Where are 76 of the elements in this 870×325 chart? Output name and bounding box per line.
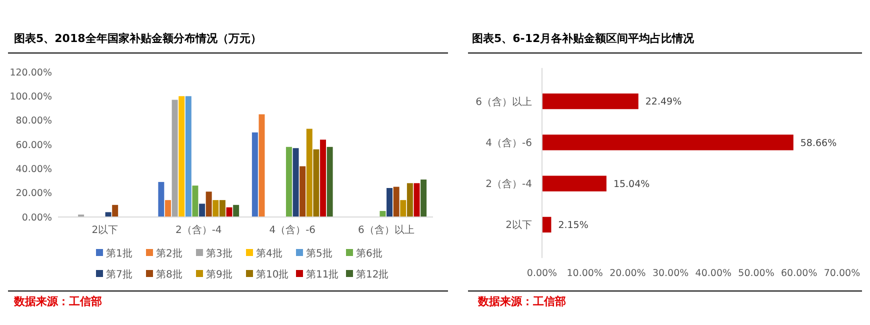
bar [212, 200, 219, 217]
x-tick-label: 4（含）-6 [269, 224, 316, 236]
bar [112, 204, 118, 217]
legend-label: 第9批 [206, 268, 232, 280]
data-label: 15.04% [613, 178, 650, 190]
legend-label: 第1批 [106, 248, 132, 260]
y-tick-label: 120.00% [10, 67, 52, 78]
x-tick-label: 50.00% [738, 268, 774, 279]
y-tick-label: 80.00% [16, 116, 52, 127]
bar [165, 200, 171, 217]
x-tick-label: 20.00% [610, 268, 646, 279]
x-tick-label: 70.00% [824, 268, 860, 279]
chart-title: 图表5、6-12月各补贴金额区间平均占比情况 [472, 32, 696, 45]
bar [178, 96, 185, 217]
x-tick-label: 40.00% [695, 268, 732, 279]
x-tick-label: 2以下 [92, 224, 118, 236]
bar [292, 148, 299, 217]
bar [300, 166, 306, 217]
legend-label: 第12批 [356, 268, 389, 280]
bar [172, 100, 178, 217]
y-tick-label: 2（含）-4 [486, 178, 532, 190]
legend-label: 第10批 [256, 268, 289, 280]
x-tick-label: 0.00% [526, 268, 558, 279]
y-tick-label: 20.00% [16, 188, 52, 200]
legend-label: 第7批 [106, 268, 132, 280]
bar [258, 114, 265, 217]
data-label: 58.66% [800, 138, 837, 149]
y-tick-label: 4（含）-6 [486, 136, 532, 149]
bar [206, 192, 212, 217]
bar [326, 146, 333, 217]
bar [219, 200, 226, 217]
y-tick-label: 60.00% [16, 140, 52, 151]
bar [192, 186, 198, 217]
bar [542, 134, 794, 150]
y-tick-label: 100.00% [10, 91, 52, 102]
legend-label: 第5批 [306, 248, 332, 260]
bar [414, 183, 420, 217]
bar [386, 188, 393, 217]
bar [306, 128, 312, 217]
legend-label: 第8批 [156, 268, 182, 280]
bar [320, 140, 326, 217]
bar [420, 180, 427, 217]
x-tick-label: 10.00% [566, 268, 603, 279]
legend-label: 第2批 [156, 248, 182, 260]
bar [105, 212, 112, 217]
y-tick-label: 6（含）以上 [476, 96, 532, 108]
x-tick-label: 6（含）以上 [358, 224, 414, 236]
y-tick-label: 0.00% [22, 212, 52, 224]
bar [406, 183, 413, 217]
x-tick-label: 60.00% [781, 268, 818, 279]
legend-label: 第11批 [306, 268, 339, 280]
chart-title: 图表5、2018全年国家补贴金额分布情况（万元） [14, 32, 262, 45]
bar [542, 94, 638, 110]
source-note: 数据来源：工信部 [13, 295, 102, 308]
bar [400, 200, 406, 217]
y-tick-label: 40.00% [16, 164, 52, 175]
bar [233, 204, 240, 217]
bar [542, 176, 606, 192]
bar [185, 96, 192, 217]
bar [199, 204, 206, 217]
bar [313, 149, 320, 217]
bar [393, 186, 400, 217]
data-label: 22.49% [645, 96, 682, 108]
x-tick-label: 30.00% [652, 268, 689, 279]
source-note: 数据来源：工信部 [477, 295, 566, 308]
legend-label: 第6批 [356, 248, 382, 260]
legend-label: 第4批 [256, 248, 282, 260]
bar [380, 210, 386, 217]
bar [158, 182, 164, 217]
x-tick-label: 2（含）-4 [175, 224, 222, 236]
data-label: 2.15% [558, 220, 588, 232]
bar [252, 132, 258, 217]
bar [542, 216, 552, 232]
legend-label: 第3批 [206, 248, 232, 260]
bar [286, 146, 292, 217]
bar [226, 207, 232, 217]
